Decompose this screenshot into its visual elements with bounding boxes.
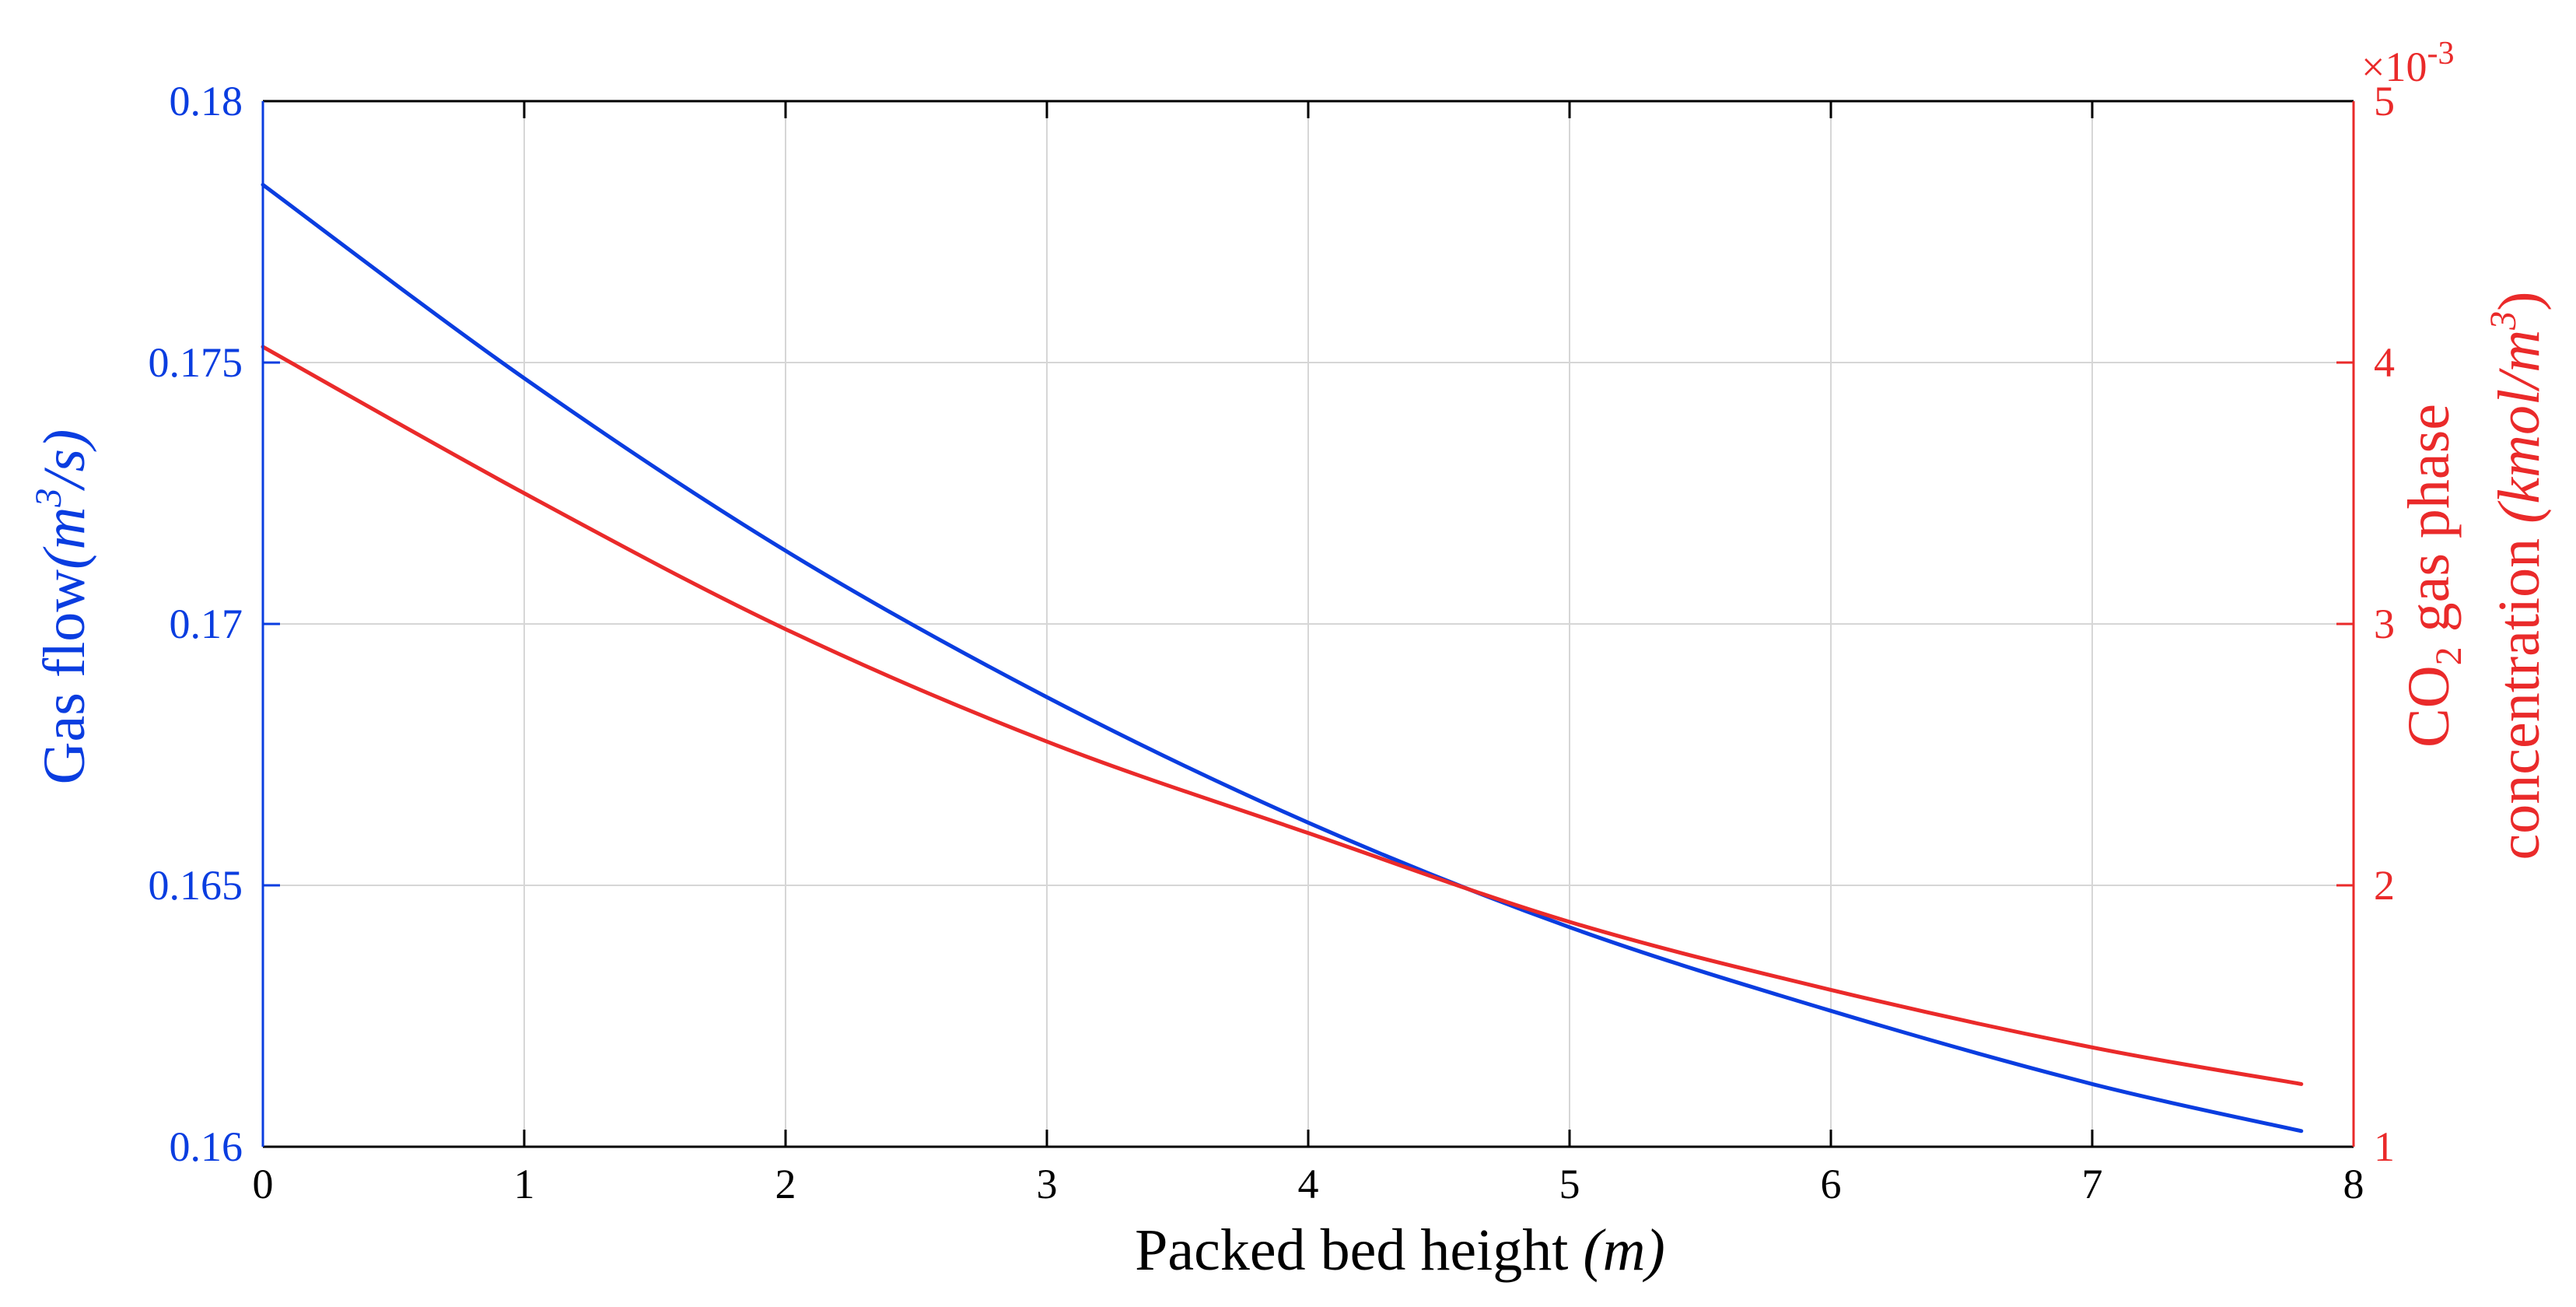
- y-right-axis-title-line2: concentration (kmol/m3): [2483, 292, 2552, 860]
- x-tick-label: 0: [253, 1161, 274, 1207]
- tick-labels: 0 1 2 3 4 5 6 7 8 0.16 0.165 0.17 0.175 0.18 1 2 3 4 5: [149, 78, 2396, 1207]
- y-right-tick-label: 5: [2374, 78, 2395, 124]
- y-right-tick-label: 1: [2374, 1123, 2395, 1170]
- x-tick-label: 4: [1298, 1161, 1319, 1207]
- x-tick-label: 7: [2082, 1161, 2103, 1207]
- y-right-axis-title-line1: CO2 gas phase: [2396, 404, 2469, 748]
- y-left-tick-label: 0.16: [170, 1123, 243, 1170]
- y-right-exponent-label: ×10-3: [2361, 36, 2454, 90]
- axes: [261, 100, 2355, 1148]
- y-right-tick-label: 3: [2374, 601, 2395, 647]
- x-tick-label: 5: [1559, 1161, 1580, 1207]
- x-tick-label: 6: [1821, 1161, 1842, 1207]
- x-tick-label: 3: [1037, 1161, 1058, 1207]
- y-left-tick-label: 0.165: [149, 862, 243, 909]
- y-right-tick-label: 4: [2374, 339, 2395, 386]
- x-tick-label: 8: [2343, 1161, 2364, 1207]
- series-group: [261, 183, 2304, 1134]
- series-line-co2-concentration: [261, 345, 2304, 1086]
- x-tick-label: 2: [775, 1161, 796, 1207]
- series-line-gas-flow: [261, 183, 2304, 1134]
- x-tick-label: 1: [514, 1161, 535, 1207]
- y-left-tick-label: 0.17: [170, 601, 243, 647]
- x-axis-title: Packed bed height (m): [1135, 1218, 1665, 1283]
- y-right-tick-label: 2: [2374, 862, 2395, 909]
- grid: [263, 101, 2354, 1147]
- y-left-tick-label: 0.18: [170, 78, 243, 124]
- y-left-axis-title: Gas flow(m3/s): [28, 429, 97, 785]
- y-left-tick-label: 0.175: [149, 339, 243, 386]
